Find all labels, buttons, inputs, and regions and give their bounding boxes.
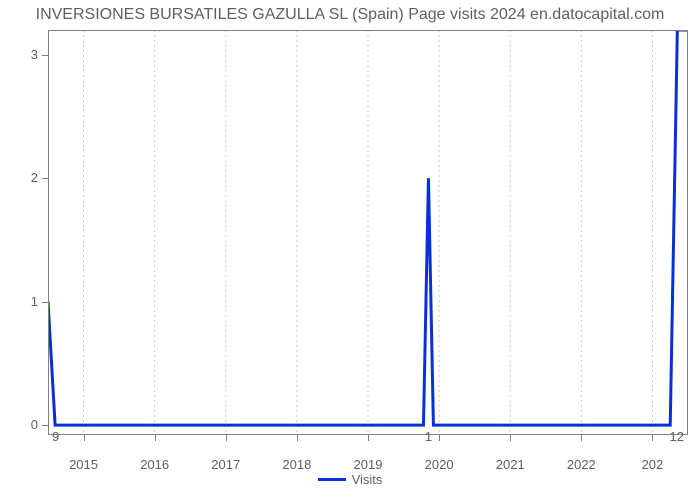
x-tick-mark bbox=[84, 435, 85, 441]
x-tick-label: 202 bbox=[632, 457, 672, 472]
data-point-label: 9 bbox=[52, 429, 59, 444]
data-point-label: 1 bbox=[418, 429, 438, 444]
x-tick-label: 2015 bbox=[64, 457, 104, 472]
x-tick-mark bbox=[368, 435, 369, 441]
x-tick-label: 2020 bbox=[419, 457, 459, 472]
legend-swatch bbox=[318, 478, 346, 481]
x-tick-mark bbox=[652, 435, 653, 441]
plot-area bbox=[48, 30, 688, 435]
x-tick-label: 2021 bbox=[490, 457, 530, 472]
y-tick-mark bbox=[42, 55, 48, 56]
y-tick-label: 1 bbox=[24, 294, 38, 309]
line-series bbox=[48, 30, 688, 435]
legend-label: Visits bbox=[352, 472, 383, 487]
axis-border bbox=[48, 30, 688, 31]
y-tick-mark bbox=[42, 178, 48, 179]
y-tick-mark bbox=[42, 302, 48, 303]
x-tick-mark bbox=[297, 435, 298, 441]
x-tick-mark bbox=[581, 435, 582, 441]
x-tick-label: 2017 bbox=[206, 457, 246, 472]
chart-container: INVERSIONES BURSATILES GAZULLA SL (Spain… bbox=[0, 0, 700, 500]
y-tick-label: 2 bbox=[24, 170, 38, 185]
x-tick-label: 2016 bbox=[135, 457, 175, 472]
x-tick-label: 2019 bbox=[348, 457, 388, 472]
axis-border bbox=[687, 30, 688, 435]
y-tick-label: 3 bbox=[24, 47, 38, 62]
y-tick-mark bbox=[42, 425, 48, 426]
legend: Visits bbox=[0, 472, 700, 487]
x-tick-mark bbox=[439, 435, 440, 441]
x-tick-mark bbox=[510, 435, 511, 441]
data-point-label: 12 bbox=[664, 429, 684, 444]
x-tick-mark bbox=[226, 435, 227, 441]
chart-title: INVERSIONES BURSATILES GAZULLA SL (Spain… bbox=[0, 6, 700, 24]
x-tick-label: 2022 bbox=[561, 457, 601, 472]
axis-border bbox=[48, 30, 49, 435]
y-tick-label: 0 bbox=[24, 417, 38, 432]
x-tick-label: 2018 bbox=[277, 457, 317, 472]
x-tick-mark bbox=[155, 435, 156, 441]
